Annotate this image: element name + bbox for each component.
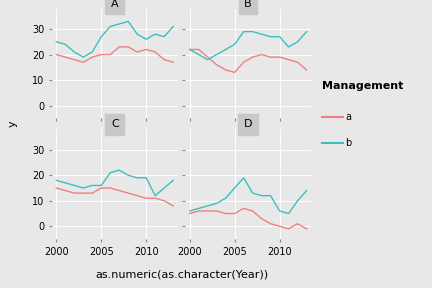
Text: b: b bbox=[346, 138, 352, 147]
Title: B: B bbox=[245, 0, 252, 9]
Text: Management: Management bbox=[322, 81, 403, 91]
Text: y: y bbox=[8, 120, 18, 127]
Title: C: C bbox=[111, 119, 119, 129]
Text: a: a bbox=[346, 112, 352, 122]
Text: as.numeric(as.character(Year)): as.numeric(as.character(Year)) bbox=[95, 269, 268, 279]
Title: A: A bbox=[111, 0, 118, 9]
Title: D: D bbox=[244, 119, 252, 129]
